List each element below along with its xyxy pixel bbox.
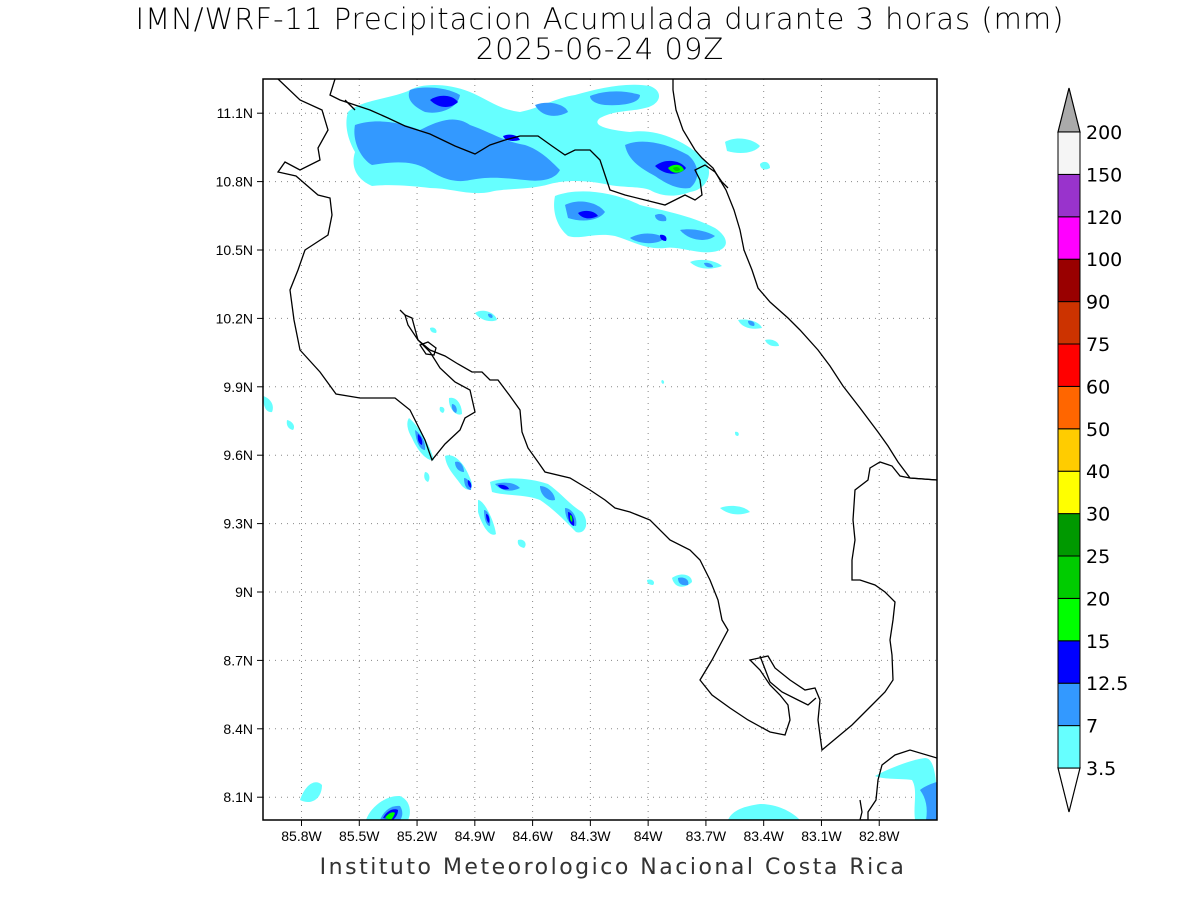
latitude-axis: 11.1N 10.8N 10.5N 10.2N 9.9N 9.6N 9.3N 9N 8.7N 8.… — [216, 105, 263, 805]
colorbar-bottom-arrow — [1057, 767, 1081, 813]
lat-tick-label: 8.4N — [223, 721, 253, 737]
colorbar-level-label: 60 — [1086, 376, 1110, 398]
colorbar-level-label: 7 — [1086, 716, 1098, 738]
lon-tick-label: 84.6W — [512, 828, 553, 844]
lat-tick-label: 9.9N — [223, 379, 253, 395]
colorbar-swatch — [1057, 470, 1081, 515]
coastlines — [276, 79, 937, 820]
lon-tick-label: 84.9W — [455, 828, 496, 844]
colorbar: 3.5 7 12.5 15 20 25 30 40 50 60 75 90 100 120 150 200 — [1057, 87, 1128, 813]
colorbar-level-label: 75 — [1086, 334, 1110, 356]
lat-tick-label: 10.2N — [216, 310, 253, 326]
lon-tick-label: 82.8W — [859, 828, 900, 844]
lat-tick-label: 11.1N — [217, 105, 253, 121]
lon-tick-label: 85.2W — [397, 828, 438, 844]
map-subtitle: 2025-06-24 09Z — [475, 32, 725, 66]
colorbar-level-label: 20 — [1086, 588, 1110, 610]
colorbar-swatch — [1057, 301, 1081, 345]
lon-tick-label: 83.4W — [743, 828, 784, 844]
colorbar-level-label: 90 — [1086, 292, 1110, 314]
lon-tick-label: 84.3W — [570, 828, 611, 844]
colorbar-swatch — [1057, 385, 1081, 430]
lat-tick-label: 8.1N — [223, 789, 253, 805]
colorbar-level-label: 25 — [1086, 546, 1110, 568]
map-grid — [263, 79, 937, 820]
colorbar-level-label: 150 — [1086, 164, 1122, 186]
lat-tick-label: 8.7N — [223, 652, 253, 668]
colorbar-swatch — [1057, 343, 1081, 387]
colorbar-level-label: 100 — [1086, 249, 1122, 271]
colorbar-swatch — [1057, 597, 1081, 642]
colorbar-swatch — [1057, 131, 1081, 175]
colorbar-swatch — [1057, 513, 1081, 557]
colorbar-swatch — [1057, 173, 1081, 218]
colorbar-level-label: 3.5 — [1086, 758, 1116, 780]
lon-tick-label: 83.1W — [801, 828, 842, 844]
lon-tick-label: 83.7W — [686, 828, 727, 844]
lat-tick-label: 9.3N — [223, 516, 253, 532]
colorbar-level-label: 120 — [1086, 207, 1122, 229]
colorbar-swatch — [1057, 216, 1081, 260]
lat-tick-label: 10.5N — [216, 242, 253, 258]
map-frame — [262, 78, 938, 821]
colorbar-swatch — [1057, 640, 1081, 684]
colorbar-level-label: 40 — [1086, 461, 1110, 483]
colorbar-level-label: 30 — [1086, 504, 1110, 526]
lon-tick-label: 85.5W — [339, 828, 380, 844]
lat-tick-label: 10.8N — [216, 174, 253, 190]
precip-7-12.5 — [354, 87, 937, 820]
precipitation-fields — [263, 84, 937, 820]
colorbar-swatch — [1057, 682, 1081, 727]
colorbar-level-label: 200 — [1086, 122, 1122, 144]
colorbar-top-arrow — [1057, 87, 1081, 133]
lat-tick-label: 9N — [235, 584, 253, 600]
colorbar-swatch — [1057, 428, 1081, 472]
precip-3.5-7 — [263, 84, 937, 820]
colorbar-swatch — [1057, 555, 1081, 599]
colorbar-swatch — [1057, 725, 1081, 769]
lon-tick-label: 84W — [634, 828, 664, 844]
colorbar-level-label: 15 — [1086, 631, 1110, 653]
colorbar-level-label: 50 — [1086, 419, 1110, 441]
colorbar-level-label: 12.5 — [1086, 673, 1128, 695]
footer-credit: Instituto Meteorologico Nacional Costa R… — [319, 855, 907, 880]
lon-tick-label: 85.8W — [281, 828, 322, 844]
map-title: IMN/WRF-11 Precipitacion Acumulada duran… — [135, 2, 1065, 36]
longitude-axis: 85.8W 85.5W 85.2W 84.9W 84.6W 84.3W 84W 83.7W 83… — [281, 820, 900, 844]
colorbar-swatch — [1057, 258, 1081, 303]
precip-20-25 — [673, 166, 680, 172]
lat-tick-label: 9.6N — [223, 447, 253, 463]
